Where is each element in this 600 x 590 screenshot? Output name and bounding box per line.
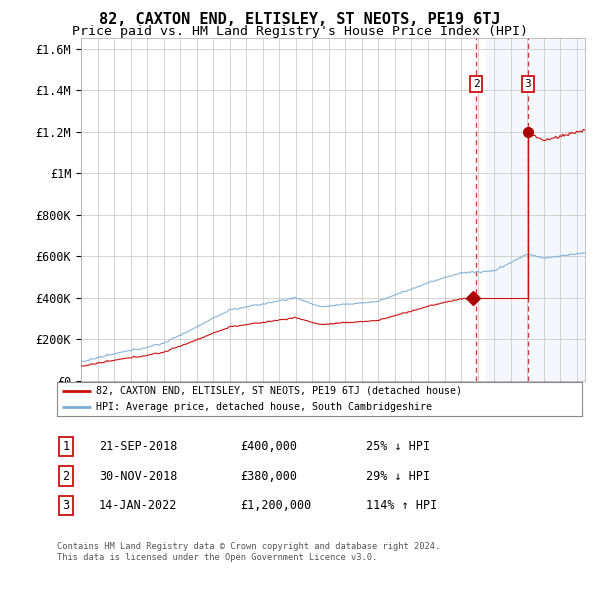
Text: 30-NOV-2018: 30-NOV-2018 — [99, 470, 178, 483]
Text: 21-SEP-2018: 21-SEP-2018 — [99, 440, 178, 453]
Text: Contains HM Land Registry data © Crown copyright and database right 2024.: Contains HM Land Registry data © Crown c… — [57, 542, 440, 550]
Text: 29% ↓ HPI: 29% ↓ HPI — [366, 470, 430, 483]
Text: 2: 2 — [473, 79, 479, 89]
Text: 2: 2 — [62, 470, 70, 483]
Text: HPI: Average price, detached house, South Cambridgeshire: HPI: Average price, detached house, Sout… — [97, 402, 433, 412]
Text: Price paid vs. HM Land Registry's House Price Index (HPI): Price paid vs. HM Land Registry's House … — [72, 25, 528, 38]
Text: £400,000: £400,000 — [240, 440, 297, 453]
Text: £380,000: £380,000 — [240, 470, 297, 483]
Text: £1,200,000: £1,200,000 — [240, 499, 311, 512]
Text: 114% ↑ HPI: 114% ↑ HPI — [366, 499, 437, 512]
Text: 1: 1 — [62, 440, 70, 453]
Text: 25% ↓ HPI: 25% ↓ HPI — [366, 440, 430, 453]
Text: 3: 3 — [524, 79, 531, 89]
Text: 82, CAXTON END, ELTISLEY, ST NEOTS, PE19 6TJ (detached house): 82, CAXTON END, ELTISLEY, ST NEOTS, PE19… — [97, 386, 463, 396]
Text: 14-JAN-2022: 14-JAN-2022 — [99, 499, 178, 512]
Text: 3: 3 — [62, 499, 70, 512]
Bar — [486, 38, 585, 381]
Text: 82, CAXTON END, ELTISLEY, ST NEOTS, PE19 6TJ: 82, CAXTON END, ELTISLEY, ST NEOTS, PE19… — [99, 12, 501, 27]
Text: This data is licensed under the Open Government Licence v3.0.: This data is licensed under the Open Gov… — [57, 553, 377, 562]
